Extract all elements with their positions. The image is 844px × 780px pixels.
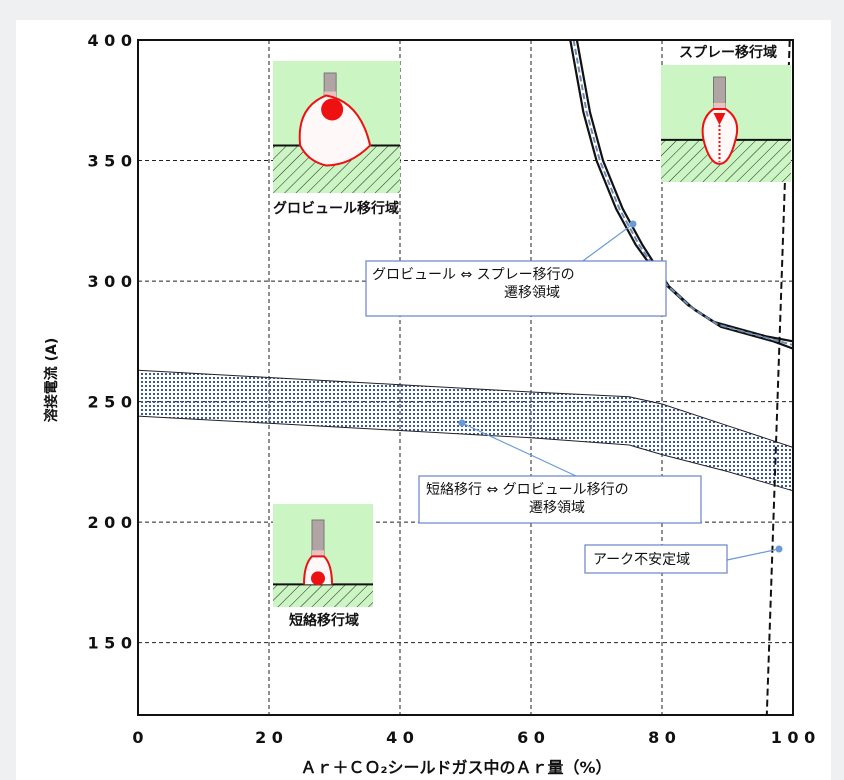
y-axis-title: 溶接電流 (A)	[43, 338, 60, 423]
x-tick-label-5: 1 0 0	[771, 728, 816, 747]
short-region-label: 短絡移行域	[289, 612, 359, 629]
short-globule-callout-line-0: 短絡移行 ⇔ グロビュール移行の	[426, 482, 629, 498]
arc-unstable-callout: アーク不安定域	[584, 544, 783, 574]
chart-svg: 4 0 0 3 5 0 3 0 0 2 5 0 2 0 0 1 5 0 0 2 0 4 0 6 0…	[43, 31, 815, 777]
chart-panel: 4 0 0 3 5 0 3 0 0 2 5 0 2 0 0 1 5 0 0 2 0 4 0 6 0…	[16, 20, 831, 780]
short-globule-callout-leader	[461, 422, 577, 477]
globule-transfer-icon-droplet	[321, 98, 344, 121]
short-globule-band-lower	[137, 415, 794, 492]
spray-transfer-icon	[661, 65, 791, 182]
globule-region-label: グロビュール移行域	[273, 200, 399, 217]
globule-spray-callout-box	[365, 260, 667, 317]
short-globule-callout-leader-dot	[458, 419, 466, 427]
globule-spray-callout-leader-dot	[629, 220, 637, 228]
short-circuit-transfer-icon-arc	[303, 555, 333, 585]
axes: 4 0 0 3 5 0 3 0 0 2 5 0 2 0 0 1 5 0 0 2 0 4 0 6 0…	[43, 31, 815, 777]
spray-region-label: スプレー移行域	[679, 44, 777, 61]
short-globule-callout-line-1: 遷移領域	[529, 499, 585, 516]
x-tick-label-4: 8 0	[648, 728, 676, 747]
globule-spray-band-inner	[575, 39, 794, 350]
short-globule-band-upper	[137, 369, 794, 448]
globule-spray-band-fill	[570, 40, 793, 349]
x-tick-label-3: 6 0	[517, 728, 545, 747]
y-tick-label-0: 4 0 0	[87, 31, 132, 50]
spray-transfer-icon-arc	[701, 108, 739, 165]
x-tick-label-0: 0	[132, 728, 143, 747]
short-globule-callout-box	[418, 475, 702, 524]
spray-transfer-icon-cone	[713, 113, 726, 125]
arc-unstable-leader	[726, 548, 780, 561]
y-tick-label-4: 2 0 0	[87, 513, 132, 532]
y-tick-label-5: 1 5 0	[87, 634, 132, 653]
short-circuit-transfer-icon-droplet	[311, 571, 325, 586]
x-tick-label-2: 4 0	[386, 728, 414, 747]
globule-transfer-icon-arc	[298, 94, 372, 167]
x-axis-title: Ａｒ＋ＣＯ₂シールドガス中のＡｒ量（%）	[300, 758, 611, 777]
short-globule-band-fill	[138, 370, 793, 491]
plot-frame	[137, 39, 794, 716]
y-tick-label-3: 2 5 0	[87, 393, 132, 412]
y-tick-label-1: 3 5 0	[87, 152, 132, 171]
arc-unstable-label: アーク不安定域	[593, 552, 690, 568]
globule-spray-callout-line-1: 遷移領域	[504, 284, 560, 301]
arc-unstable-leader-dot	[775, 545, 783, 553]
arc-unstable-box	[584, 544, 728, 574]
globule-transfer-icon	[273, 61, 400, 193]
x-tick-label-1: 2 0	[255, 728, 283, 747]
transfer-icons	[273, 61, 791, 607]
short-circuit-transfer-icon	[273, 504, 373, 607]
globule-spray-callout-line-0: グロビュール ⇔ スプレー移行の	[372, 267, 575, 283]
y-tick-label-2: 3 0 0	[87, 272, 132, 291]
short-circuit-transfer-icon-hatch	[273, 584, 373, 607]
globule-spray-callout-leader	[575, 223, 634, 267]
